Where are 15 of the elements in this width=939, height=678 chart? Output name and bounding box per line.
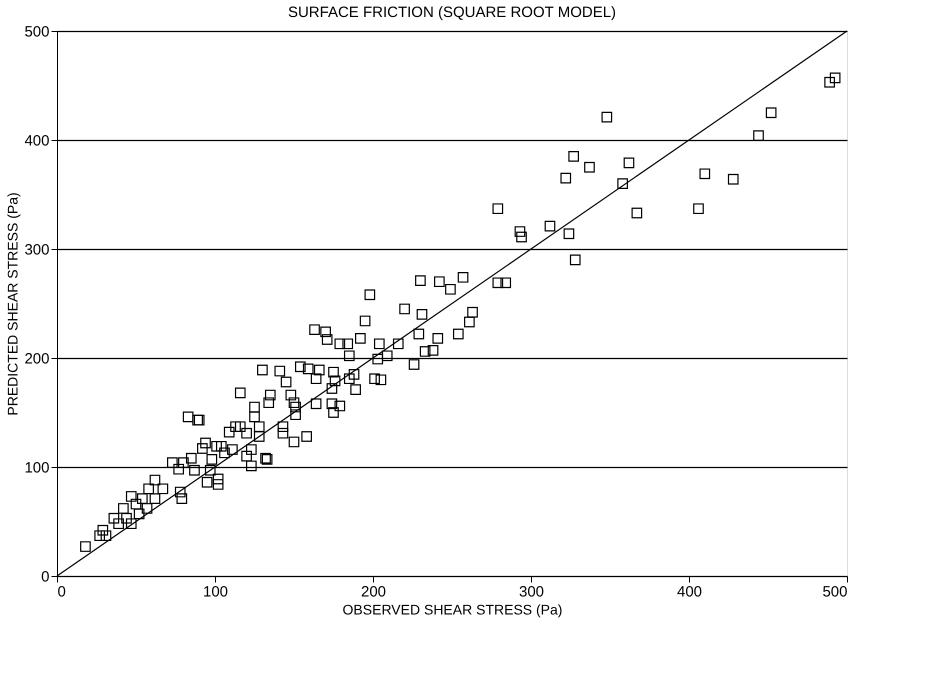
y-tick-label: 0 [41,568,50,586]
y-tick-label: 400 [24,132,50,150]
y-tick-label: 100 [24,460,50,476]
y-tick-label: 200 [24,350,50,368]
x-tick-label: 0 [58,584,66,600]
x-tick-label: 500 [822,584,848,600]
x-axis-title: OBSERVED SHEAR STRESS (Pa) [342,602,562,618]
x-tick-label: 300 [518,584,544,600]
y-tick-label: 500 [24,24,50,40]
x-tick-label: 100 [202,584,228,600]
x-tick-label: 400 [676,584,702,600]
x-tick-label: 200 [360,584,386,600]
y-tick-label: 300 [24,242,50,258]
y-axis-title: PREDICTED SHEAR STRESS (Pa) [4,192,20,416]
chart-title: SURFACE FRICTION (SQUARE ROOT MODEL) [288,4,616,21]
